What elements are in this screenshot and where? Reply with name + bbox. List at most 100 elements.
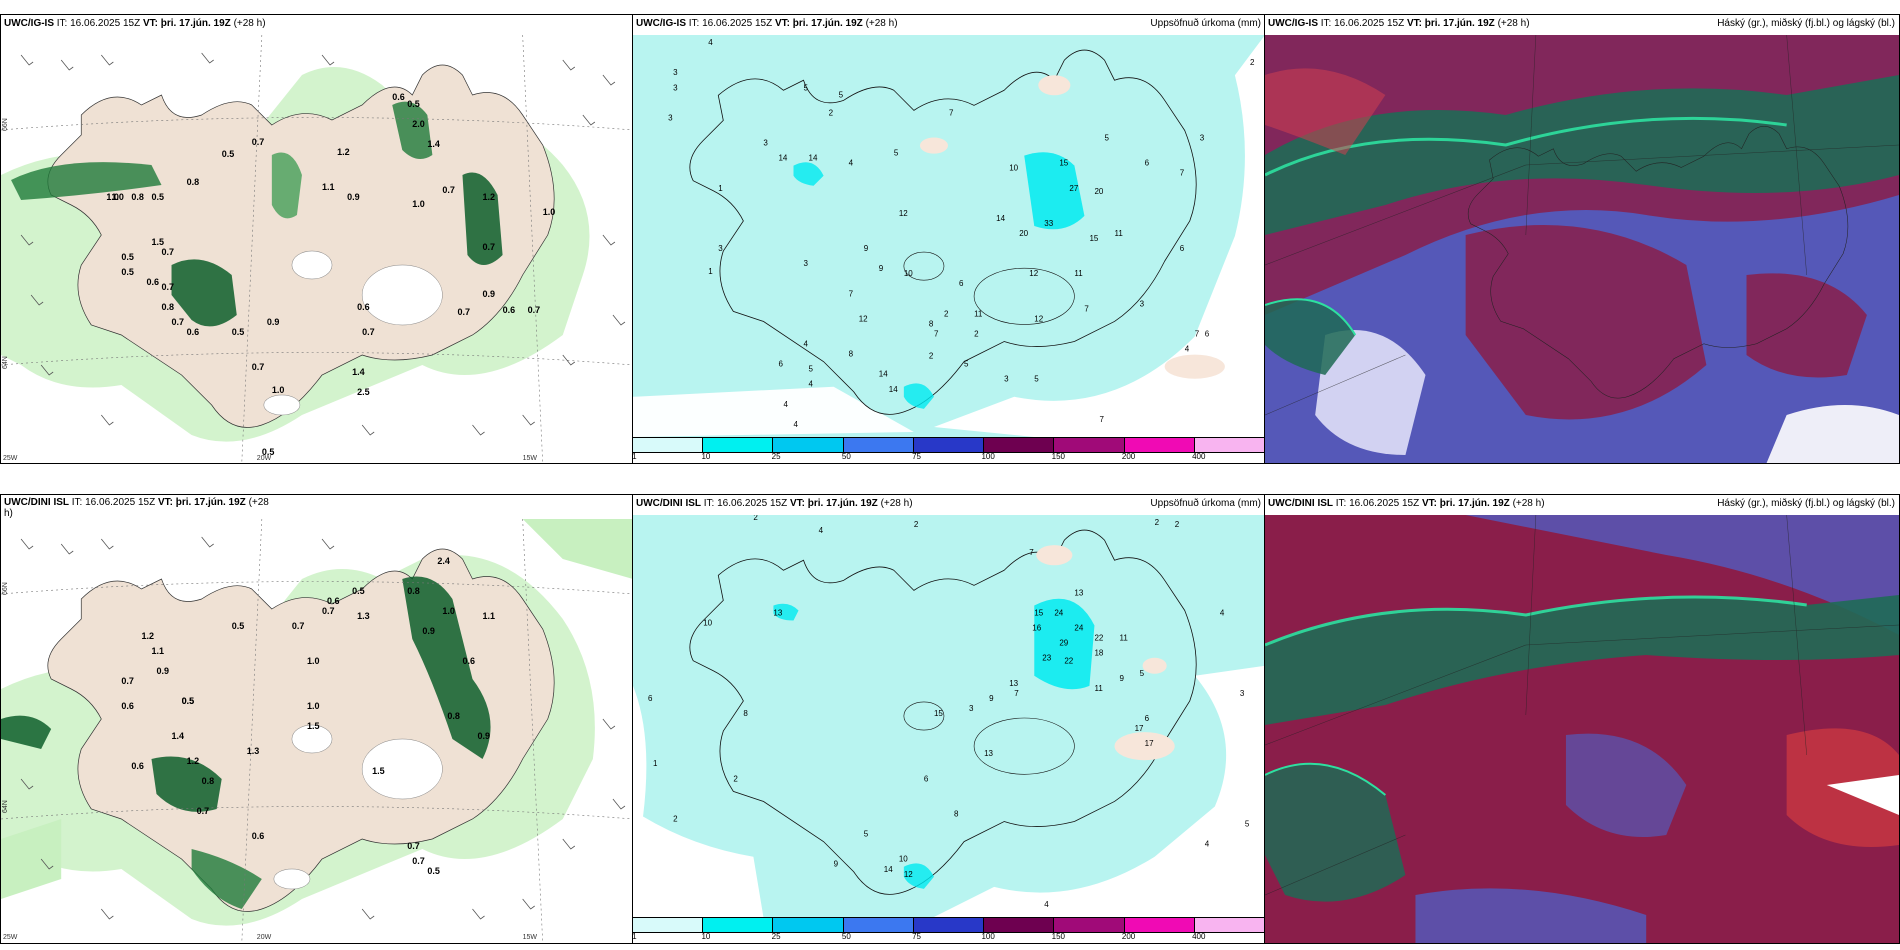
value-label: 4 (1220, 608, 1225, 617)
value-label: 2 (1175, 520, 1180, 529)
legend-swatch (1194, 438, 1265, 452)
legend-swatch (633, 918, 704, 932)
value-label: 15 (1089, 234, 1098, 243)
value-label: 2 (673, 815, 678, 824)
value-label: 3 (718, 244, 723, 253)
value-label: 1.3 (357, 611, 370, 621)
panel-header: UWC/DINI ISL IT: 16.06.2025 15Z VT: þri.… (633, 495, 1265, 515)
value-label: 5 (804, 83, 809, 92)
value-label: 7 (949, 108, 954, 117)
value-label: 1.1 (322, 182, 335, 192)
value-label: 3 (969, 704, 974, 713)
value-label: 1.4 (427, 139, 440, 149)
panel-clouds-igis: UWC/IG-IS IT: 16.06.2025 15Z VT: þri. 17… (1264, 14, 1900, 464)
value-label: 29 (1059, 639, 1068, 648)
legend-swatch (773, 438, 844, 452)
precip-value-labels: 0.6 0.5 1.2 2.0 1.4 0.7 0.5 1.0 0.8 0.5 … (106, 92, 555, 457)
legend-tick-label: 100 (981, 452, 995, 461)
value-label: 2.0 (412, 119, 425, 129)
value-label: 1.0 (272, 385, 285, 395)
value-label: 7 (1195, 329, 1200, 338)
value-label: 24 (1074, 624, 1083, 633)
map-clouds[interactable] (1265, 515, 1899, 943)
map-wind-precip[interactable]: 66N 64N 25W 20W 15W 0.6 0.5 1.2 2.0 1.4 … (1, 35, 633, 463)
value-label: 0.6 (146, 277, 159, 287)
legend-swatch (1054, 438, 1125, 452)
value-label: 9 (989, 694, 994, 703)
value-label: 2 (1250, 58, 1255, 67)
value-label: 27 (1069, 184, 1078, 193)
value-label: 4 (849, 159, 854, 168)
value-label: 2 (974, 329, 979, 338)
value-label: 7 (934, 329, 939, 338)
map-accum-precip[interactable]: 2 2 4 2 2 7 10 13 15 24 16 13 24 29 22 2… (633, 515, 1265, 917)
legend-tick-label: 150 (1051, 932, 1066, 941)
value-label: 24 (1054, 608, 1063, 617)
precip-color-legend: 1 10 25 50 75 100 150 200 400 (633, 437, 1265, 463)
panel-accum-precip-dini: UWC/DINI ISL IT: 16.06.2025 15Z VT: þri.… (632, 494, 1266, 944)
value-label: 7 (1084, 304, 1089, 313)
map-accum-precip[interactable]: 4 3 3 3 5 5 3 1 14 14 2 4 5 7 10 15 27 2… (633, 35, 1265, 437)
value-label: 0.8 (187, 177, 200, 187)
panel-header: UWC/IG-IS IT: 16.06.2025 15Z VT: þri. 17… (633, 15, 1265, 35)
lon-25w-label: 25W (3, 934, 18, 941)
map-clouds[interactable] (1265, 35, 1899, 463)
value-label: 0.7 (457, 307, 470, 317)
value-label: 0.8 (407, 586, 420, 596)
value-label: 7 (849, 289, 854, 298)
legend-swatch (703, 438, 774, 452)
value-label: 0.8 (202, 776, 215, 786)
value-label: 10 (899, 855, 908, 864)
value-label: 5 (894, 149, 899, 158)
legend-tick-label: 400 (1192, 452, 1206, 461)
panel-header: UWC/IG-IS IT: 16.06.2025 15Z VT: þri. 17… (1, 15, 633, 35)
value-label: 0.7 (162, 282, 175, 292)
legend-swatch (843, 918, 914, 932)
value-label: 12 (904, 870, 913, 879)
legend-tick-label: 200 (1121, 452, 1136, 461)
value-label: 0.9 (267, 317, 280, 327)
value-label: 0.7 (407, 841, 420, 851)
value-label: 12 (859, 314, 868, 323)
value-label: 2 (914, 520, 919, 529)
legend-tick-label: 100 (981, 932, 995, 941)
legend-swatch (984, 438, 1055, 452)
value-label: 0.7 (252, 362, 265, 372)
value-label: 4 (794, 420, 799, 429)
value-label: 2 (733, 774, 738, 783)
value-label: 0.7 (483, 242, 496, 252)
legend-tick-label: 25 (771, 932, 781, 941)
value-label: 0.8 (131, 192, 144, 202)
value-label: 8 (743, 709, 748, 718)
precip-value-labels: 2.4 0.8 1.0 1.1 0.5 0.7 0.6 1.3 0.5 0.7 … (121, 556, 495, 876)
value-label: 0.5 (352, 586, 365, 596)
lat-66n-label: 66N (2, 118, 9, 131)
legend-swatch (633, 438, 704, 452)
value-label: 6 (778, 360, 783, 369)
legend-swatch (913, 438, 985, 452)
value-label: 3 (763, 139, 768, 148)
value-label: 2 (944, 309, 949, 318)
value-label: 7 (1180, 169, 1185, 178)
value-label: 0.7 (172, 317, 185, 327)
legend-tick-label: 1 (632, 932, 637, 941)
value-label: 8 (849, 350, 854, 359)
value-label: 0.6 (252, 831, 265, 841)
value-label: 0.7 (197, 806, 210, 816)
precip-value-labels: 2 2 4 2 2 7 10 13 15 24 16 13 24 29 22 2… (648, 515, 1250, 909)
map-wind-precip[interactable]: 66N 64N 25W 20W 15W 2.4 0.8 1.0 1.1 0.5 … (1, 519, 633, 943)
value-label: 8 (954, 809, 959, 818)
value-label: 1.3 (247, 746, 260, 756)
value-label: 1 (708, 267, 713, 276)
value-label: 1.1 (483, 611, 496, 621)
value-label: 0.9 (478, 731, 491, 741)
value-label: 4 (1185, 345, 1190, 354)
legend-swatch (1124, 918, 1195, 932)
value-label: 0.6 (503, 305, 516, 315)
lat-64n-label: 64N (2, 356, 9, 369)
value-label: 0.6 (121, 701, 134, 711)
value-label: 0.7 (412, 856, 425, 866)
value-label: 0.7 (322, 606, 335, 616)
value-label: 15 (1059, 159, 1068, 168)
value-label: 2.4 (437, 556, 450, 566)
